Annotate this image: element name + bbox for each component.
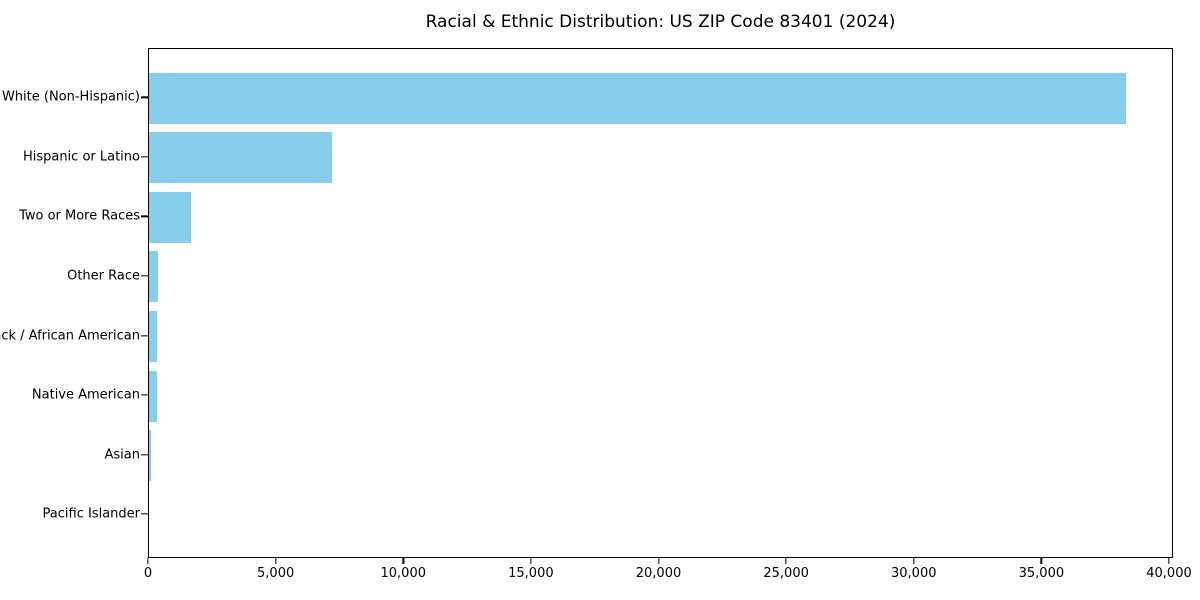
- x-tick-mark: [657, 558, 660, 564]
- y-tick-mark: [141, 215, 148, 218]
- x-tick-label: 15,000: [508, 566, 554, 581]
- bar: [149, 132, 332, 184]
- x-tick-label: 30,000: [891, 566, 937, 581]
- bar: [149, 191, 192, 243]
- x-tick-mark: [1040, 558, 1043, 564]
- plot-area: [148, 48, 1173, 558]
- y-tick-label: Pacific Islander: [42, 506, 140, 522]
- y-tick-mark: [141, 96, 148, 98]
- x-tick-mark: [1168, 558, 1170, 564]
- x-tick-label: 10,000: [380, 566, 427, 581]
- y-tick-label: Other Race: [67, 268, 140, 284]
- chart-title: Racial & Ethnic Distribution: US ZIP Cod…: [425, 12, 896, 32]
- x-tick-label: 40,000: [1146, 566, 1192, 581]
- y-tick-label: Black / African American: [0, 328, 140, 343]
- y-tick-label: Two or More Races: [19, 208, 140, 224]
- x-tick-label: 25,000: [763, 566, 809, 581]
- y-tick-mark: [141, 453, 148, 456]
- y-tick-mark: [141, 394, 148, 396]
- x-tick-label: 35,000: [1018, 566, 1065, 581]
- y-tick-mark: [141, 513, 148, 515]
- y-tick-label: Native American: [31, 387, 140, 403]
- y-tick-label: Asian: [104, 447, 140, 463]
- x-tick-label: 5,000: [257, 566, 295, 581]
- bar: [149, 311, 158, 362]
- y-tick-mark: [141, 334, 148, 337]
- y-tick-mark: [141, 275, 148, 277]
- x-tick-label: 20,000: [635, 566, 682, 581]
- bar: [149, 370, 157, 422]
- x-tick-mark: [402, 558, 404, 564]
- x-tick-mark: [530, 558, 532, 564]
- x-tick-mark: [274, 558, 277, 564]
- bar: [149, 72, 1127, 124]
- y-tick-mark: [141, 156, 148, 158]
- x-tick-mark: [785, 558, 787, 564]
- bar: [149, 430, 152, 482]
- x-tick-mark: [913, 558, 915, 564]
- y-tick-label: Hispanic or Latino: [22, 149, 140, 165]
- bar: [149, 251, 158, 303]
- x-tick-mark: [147, 558, 149, 564]
- x-tick-label: 0: [143, 566, 153, 581]
- y-tick-label: White (Non-Hispanic): [1, 89, 140, 105]
